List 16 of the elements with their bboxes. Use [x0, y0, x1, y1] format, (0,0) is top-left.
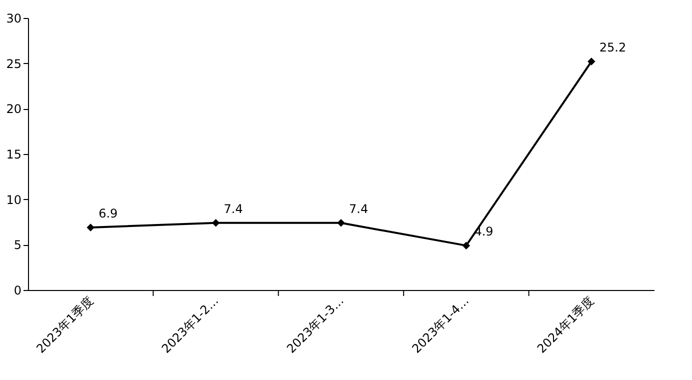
y-tick-label: 30 — [6, 12, 22, 26]
data-label: 6.9 — [98, 206, 118, 220]
y-tick-label: 0 — [14, 284, 22, 298]
data-label: 7.4 — [349, 202, 368, 216]
y-tick-label: 25 — [6, 56, 22, 71]
point — [212, 219, 220, 227]
point — [337, 219, 345, 227]
y-tick-label: 20 — [6, 102, 22, 116]
y-tick-label: 10 — [6, 192, 22, 207]
point — [86, 224, 94, 232]
data-label: 25.2 — [599, 40, 626, 55]
point — [462, 242, 470, 250]
point — [588, 58, 596, 66]
y-tick-label: 5 — [14, 238, 22, 252]
y-tick-label: 15 — [6, 148, 22, 162]
data-label: 7.4 — [224, 202, 243, 216]
